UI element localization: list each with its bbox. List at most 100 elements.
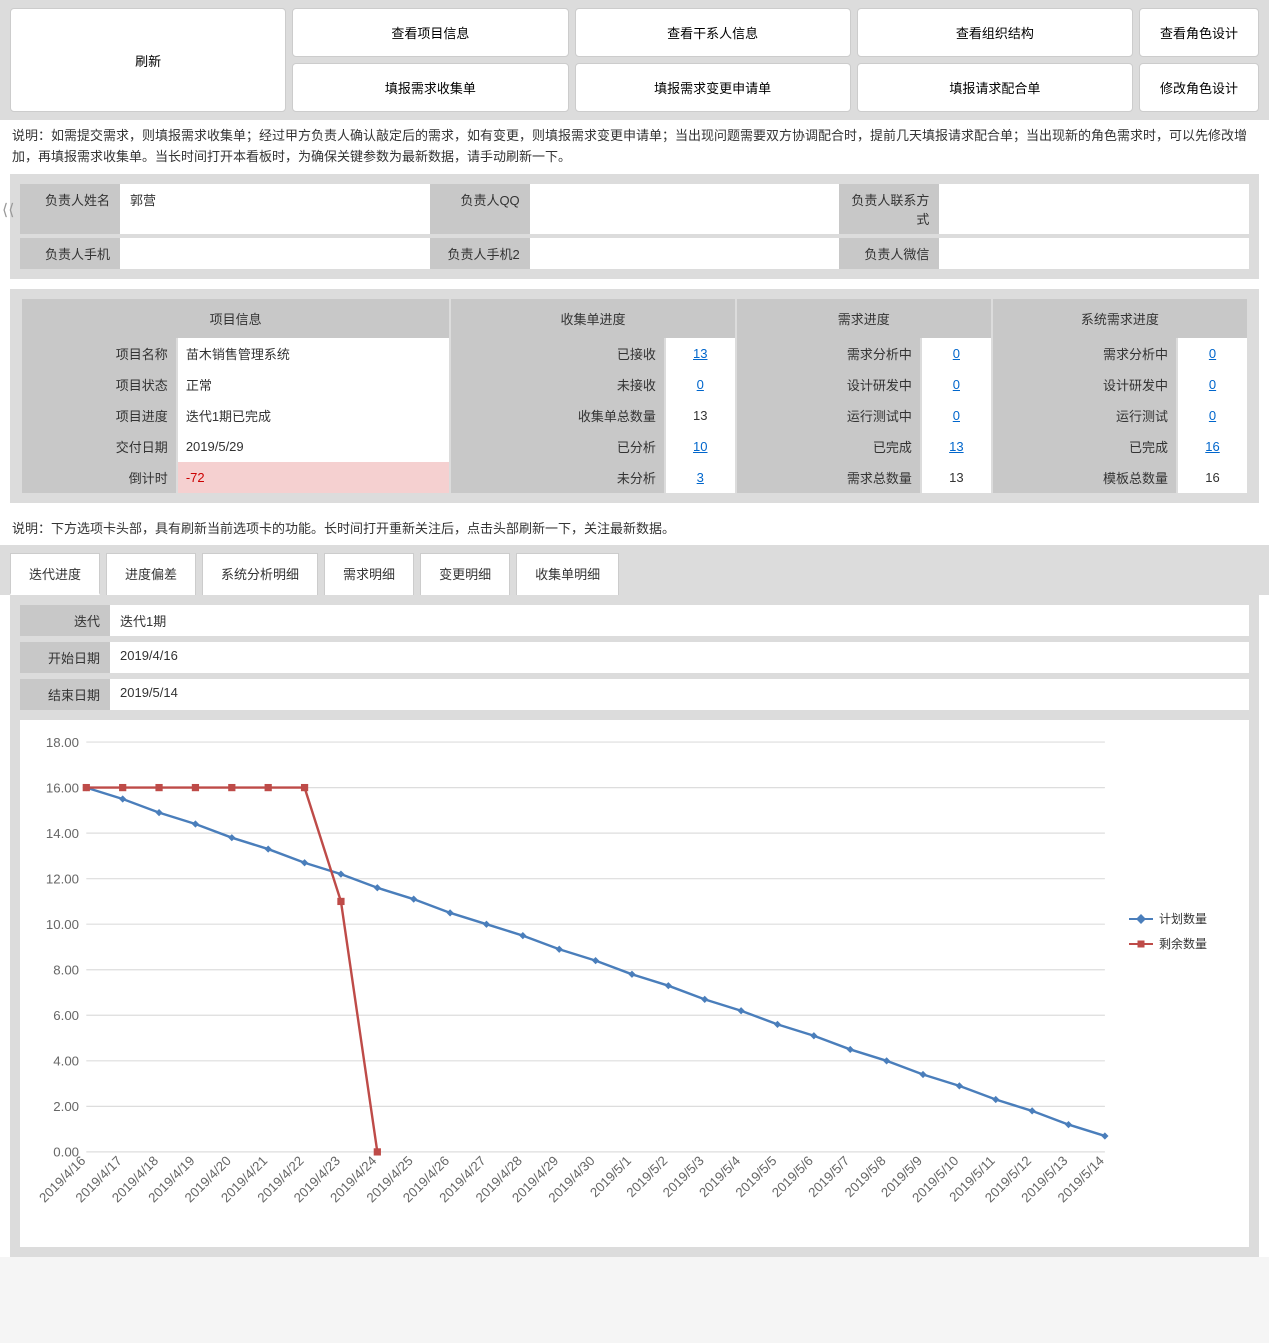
stats-header: 需求进度 <box>737 299 991 338</box>
stats-label: 已分析 <box>451 431 664 462</box>
stats-value: 13 <box>666 400 735 431</box>
tab-4[interactable]: 变更明细 <box>420 553 510 595</box>
svg-text:8.00: 8.00 <box>53 963 79 978</box>
end-date-label: 结束日期 <box>20 679 110 710</box>
stats-value: 迭代1期已完成 <box>178 400 449 431</box>
tab-0[interactable]: 迭代进度 <box>10 553 100 595</box>
fill-collect-button[interactable]: 填报需求收集单 <box>292 63 568 112</box>
modify-role-button[interactable]: 修改角色设计 <box>1139 63 1259 112</box>
svg-text:6.00: 6.00 <box>53 1008 79 1023</box>
stats-header: 系统需求进度 <box>993 299 1247 338</box>
stats-label: 项目名称 <box>22 338 176 369</box>
stats-label: 需求分析中 <box>993 338 1176 369</box>
owner-qq-value <box>530 184 840 234</box>
fill-change-button[interactable]: 填报需求变更申请单 <box>575 63 851 112</box>
stats-label: 未分析 <box>451 462 664 493</box>
tab-2[interactable]: 系统分析明细 <box>202 553 318 595</box>
svg-text:2.00: 2.00 <box>53 1100 79 1115</box>
stats-row: 项目名称苗木销售管理系统已接收13需求分析中0需求分析中0 <box>22 338 1247 369</box>
tab-content-iteration: 迭代 迭代1期 开始日期 2019/4/16 结束日期 2019/5/14 0.… <box>10 595 1259 1256</box>
stats-value[interactable]: 0 <box>922 338 991 369</box>
svg-text:18.00: 18.00 <box>46 735 79 750</box>
legend-plan-label: 计划数量 <box>1159 910 1207 927</box>
refresh-button[interactable]: 刷新 <box>10 8 286 112</box>
owner-wechat-label: 负责人微信 <box>839 238 939 269</box>
stats-label: 未接收 <box>451 369 664 400</box>
stats-value[interactable]: 0 <box>1178 369 1247 400</box>
stats-value[interactable]: 16 <box>1178 431 1247 462</box>
view-project-button[interactable]: 查看项目信息 <box>292 8 568 57</box>
stats-label: 已完成 <box>737 431 920 462</box>
stats-header: 项目信息 <box>22 299 449 338</box>
fill-coop-button[interactable]: 填报请求配合单 <box>857 63 1133 112</box>
explanation-text-2: 说明：下方选项卡头部，具有刷新当前选项卡的功能。长时间打开重新关注后，点击头部刷… <box>0 513 1269 546</box>
stats-value[interactable]: 0 <box>922 400 991 431</box>
stats-value[interactable]: 13 <box>922 431 991 462</box>
stats-label: 倒计时 <box>22 462 176 493</box>
iteration-label: 迭代 <box>20 605 110 636</box>
owner-phone2-value <box>530 238 840 269</box>
start-date-label: 开始日期 <box>20 642 110 673</box>
svg-text:4.00: 4.00 <box>53 1054 79 1069</box>
legend-plan: 计划数量 <box>1129 910 1239 927</box>
stats-value[interactable]: 0 <box>922 369 991 400</box>
legend-remain-label: 剩余数量 <box>1159 935 1207 952</box>
stats-value[interactable]: 3 <box>666 462 735 493</box>
stats-panel: 项目信息收集单进度需求进度系统需求进度 项目名称苗木销售管理系统已接收13需求分… <box>10 289 1259 503</box>
stats-row: 交付日期2019/5/29已分析10已完成13已完成16 <box>22 431 1247 462</box>
stats-value: 正常 <box>178 369 449 400</box>
view-role-button[interactable]: 查看角色设计 <box>1139 8 1259 57</box>
stats-label: 运行测试中 <box>737 400 920 431</box>
owner-wechat-value <box>939 238 1249 269</box>
stats-row: 项目状态正常未接收0设计研发中0设计研发中0 <box>22 369 1247 400</box>
chart-legend: 计划数量 剩余数量 <box>1129 730 1239 1236</box>
tab-3[interactable]: 需求明细 <box>324 553 414 595</box>
owner-info-panel: 负责人姓名 郭营 负责人QQ 负责人联系方式 负责人手机 负责人手机2 <box>10 174 1259 279</box>
stats-value[interactable]: 13 <box>666 338 735 369</box>
svg-text:14.00: 14.00 <box>46 826 79 841</box>
start-date-value: 2019/4/16 <box>110 642 1249 673</box>
chart-svg: 0.002.004.006.008.0010.0012.0014.0016.00… <box>20 730 1129 1236</box>
stats-label: 收集单总数量 <box>451 400 664 431</box>
stats-row: 项目进度迭代1期已完成收集单总数量13运行测试中0运行测试0 <box>22 400 1247 431</box>
stats-value: 2019/5/29 <box>178 431 449 462</box>
stats-row: 倒计时-72未分析3需求总数量13模板总数量16 <box>22 462 1247 493</box>
owner-contact-label: 负责人联系方式 <box>839 184 939 234</box>
tabs-row: 迭代进度进度偏差系统分析明细需求明细变更明细收集单明细 <box>0 545 1269 595</box>
iteration-value: 迭代1期 <box>110 605 1249 636</box>
stats-value[interactable]: 0 <box>1178 400 1247 431</box>
stats-value: 苗木销售管理系统 <box>178 338 449 369</box>
svg-text:16.00: 16.00 <box>46 781 79 796</box>
end-date-value: 2019/5/14 <box>110 679 1249 710</box>
stats-value[interactable]: 10 <box>666 431 735 462</box>
burndown-chart: 0.002.004.006.008.0010.0012.0014.0016.00… <box>20 720 1249 1246</box>
stats-label: 交付日期 <box>22 431 176 462</box>
tab-1[interactable]: 进度偏差 <box>106 553 196 595</box>
explanation-text-1: 说明：如需提交需求，则填报需求收集单；经过甲方负责人确认敲定后的需求，如有变更，… <box>0 120 1269 174</box>
stats-label: 模板总数量 <box>993 462 1176 493</box>
stats-table: 项目信息收集单进度需求进度系统需求进度 项目名称苗木销售管理系统已接收13需求分… <box>20 299 1249 493</box>
owner-name-value: 郭营 <box>120 184 430 234</box>
svg-text:10.00: 10.00 <box>46 917 79 932</box>
owner-name-label: 负责人姓名 <box>20 184 120 234</box>
stats-header: 收集单进度 <box>451 299 735 338</box>
owner-phone-label: 负责人手机 <box>20 238 120 269</box>
stats-label: 已接收 <box>451 338 664 369</box>
stats-label: 设计研发中 <box>737 369 920 400</box>
stats-value: 16 <box>1178 462 1247 493</box>
stats-value[interactable]: 0 <box>666 369 735 400</box>
legend-remain-marker-icon <box>1129 943 1153 945</box>
owner-phone2-label: 负责人手机2 <box>430 238 530 269</box>
owner-contact-value <box>939 184 1249 234</box>
stats-value[interactable]: 0 <box>1178 338 1247 369</box>
legend-plan-marker-icon <box>1129 918 1153 920</box>
view-org-button[interactable]: 查看组织结构 <box>857 8 1133 57</box>
owner-phone-value <box>120 238 430 269</box>
tab-5[interactable]: 收集单明细 <box>516 553 619 595</box>
legend-remain: 剩余数量 <box>1129 935 1239 952</box>
stats-label: 运行测试 <box>993 400 1176 431</box>
view-stakeholder-button[interactable]: 查看干系人信息 <box>575 8 851 57</box>
action-buttons-panel: 查看项目信息 查看干系人信息 查看组织结构 查看角色设计 刷新 填报需求收集单 … <box>0 0 1269 120</box>
collapse-chevron-icon[interactable]: ⟨⟨ <box>2 200 14 220</box>
stats-value: 13 <box>922 462 991 493</box>
